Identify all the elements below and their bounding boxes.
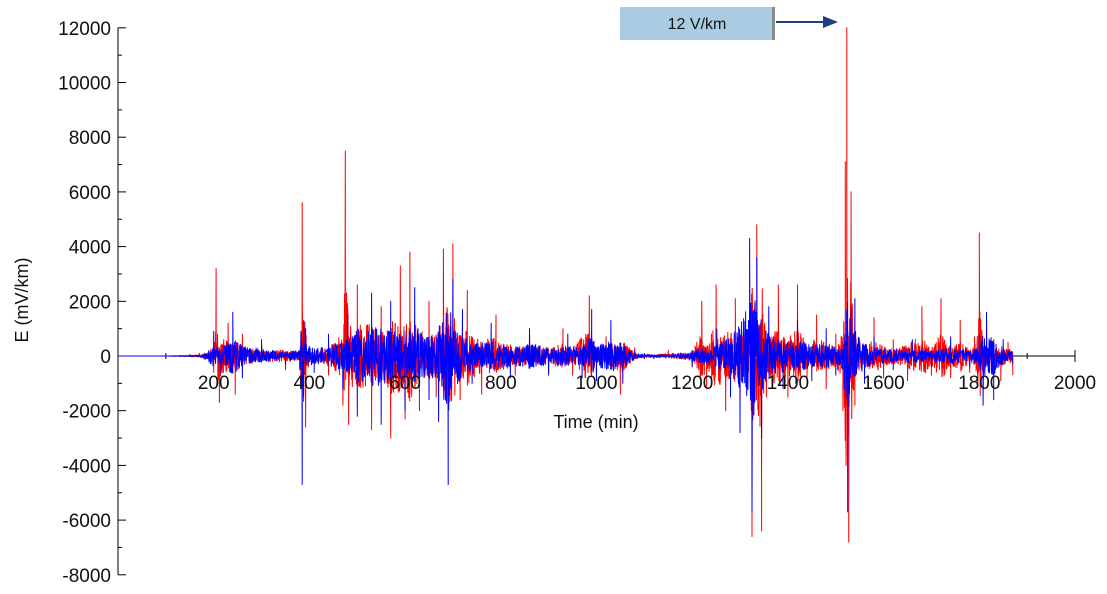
y-tick-label: 6000 (69, 183, 111, 204)
y-tick-label: 10000 (58, 74, 111, 95)
x-tick-label: 400 (294, 373, 326, 394)
x-tick-label: 1800 (958, 373, 1000, 394)
annotation-box (620, 7, 775, 40)
annotation-label: 12 V/km (668, 16, 727, 33)
series-line-2 (117, 237, 1014, 513)
x-tick-label: 200 (198, 373, 230, 394)
x-axis-label: Time (min) (553, 412, 638, 432)
y-tick-label: 8000 (69, 128, 111, 149)
y-tick-label: 12000 (58, 19, 111, 40)
y-tick-label: -4000 (62, 456, 111, 477)
y-tick-label: 0 (100, 347, 111, 368)
series-layer (117, 27, 1014, 543)
x-tick-label: 1400 (767, 373, 809, 394)
y-tick-label: 4000 (69, 238, 111, 259)
annotation-box-edge (772, 7, 775, 40)
y-tick-label: 2000 (69, 292, 111, 313)
x-tick-label: 800 (485, 373, 517, 394)
tick-labels: 12000 10000 8000 6000 4000 2000 0 -2000 -4000 -60… (58, 19, 1096, 587)
x-tick-label: 1000 (575, 373, 617, 394)
y-axis-label: E (mV/km) (12, 258, 32, 343)
axes (117, 27, 1076, 576)
y-tick-label: -8000 (62, 566, 111, 587)
x-tick-label: 1200 (671, 373, 713, 394)
series-line-1 (117, 27, 1014, 543)
y-tick-label: -2000 (62, 402, 111, 423)
annotation-arrowhead (823, 16, 838, 28)
x-tick-label: 600 (389, 373, 421, 394)
x-tick-label: 2000 (1054, 373, 1096, 394)
annotation-callout: 12 V/km (620, 7, 838, 40)
y-tick-label: -6000 (62, 511, 111, 532)
x-tick-label: 1600 (862, 373, 904, 394)
